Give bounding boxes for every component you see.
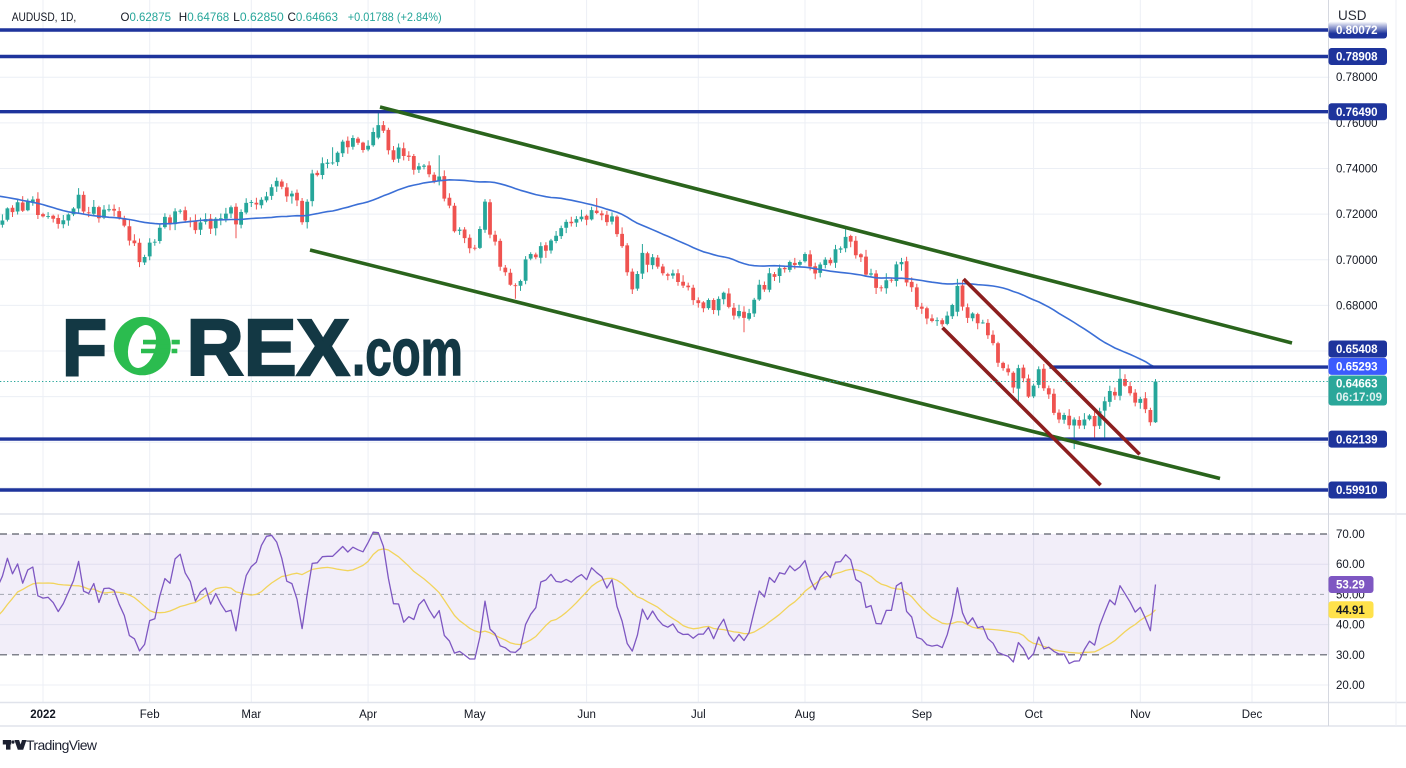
svg-text:Nov: Nov <box>1130 709 1151 721</box>
svg-text:Feb: Feb <box>140 709 160 721</box>
svg-text:2022: 2022 <box>30 709 56 721</box>
svg-text:H0.64768: H0.64768 <box>179 10 230 24</box>
svg-text:06:17:09: 06:17:09 <box>1336 392 1382 404</box>
svg-text:53.29: 53.29 <box>1336 580 1365 592</box>
svg-text:L0.62850: L0.62850 <box>233 10 284 24</box>
svg-text:AUDUSD, 1D,: AUDUSD, 1D, <box>12 10 77 24</box>
svg-text:0.68000: 0.68000 <box>1336 300 1378 312</box>
svg-text:0.65408: 0.65408 <box>1336 344 1378 356</box>
svg-text:20.00: 20.00 <box>1336 680 1365 692</box>
svg-text:0.76490: 0.76490 <box>1336 107 1378 119</box>
svg-text:Apr: Apr <box>359 709 377 721</box>
svg-text:0.64663: 0.64663 <box>1336 379 1378 391</box>
svg-text:Oct: Oct <box>1025 709 1044 721</box>
svg-text:0.65293: 0.65293 <box>1336 362 1378 374</box>
svg-text:44.91: 44.91 <box>1336 605 1365 617</box>
svg-text:Aug: Aug <box>795 709 815 721</box>
svg-text:Jul: Jul <box>691 709 706 721</box>
svg-text:0.74000: 0.74000 <box>1336 164 1378 176</box>
svg-text:USD: USD <box>1338 8 1367 23</box>
svg-text:0.72000: 0.72000 <box>1336 209 1378 221</box>
svg-text:.com: .com <box>352 316 463 389</box>
svg-text:TradingView: TradingView <box>26 737 98 753</box>
svg-text:Mar: Mar <box>241 709 261 721</box>
svg-text:30.00: 30.00 <box>1336 650 1365 662</box>
svg-text:May: May <box>464 709 486 721</box>
svg-text:O0.62875: O0.62875 <box>121 10 172 24</box>
svg-text:0.59910: 0.59910 <box>1336 485 1378 497</box>
svg-text:40.00: 40.00 <box>1336 620 1365 632</box>
svg-text:REX: REX <box>187 303 350 392</box>
svg-text:0.70000: 0.70000 <box>1336 255 1378 267</box>
svg-text:0.78908: 0.78908 <box>1336 52 1378 64</box>
svg-text:0.62139: 0.62139 <box>1336 434 1378 446</box>
svg-text:0.76000: 0.76000 <box>1336 118 1378 130</box>
svg-text:70.00: 70.00 <box>1336 529 1365 541</box>
svg-text:0.78000: 0.78000 <box>1336 72 1378 84</box>
svg-text:C0.64663: C0.64663 <box>288 10 339 24</box>
svg-text:Dec: Dec <box>1242 709 1263 721</box>
svg-text:+0.01788 (+2.84%): +0.01788 (+2.84%) <box>348 10 442 24</box>
svg-text:Jun: Jun <box>577 709 596 721</box>
svg-text:Sep: Sep <box>912 709 932 721</box>
svg-text:60.00: 60.00 <box>1336 559 1365 571</box>
svg-text:F: F <box>62 303 107 392</box>
